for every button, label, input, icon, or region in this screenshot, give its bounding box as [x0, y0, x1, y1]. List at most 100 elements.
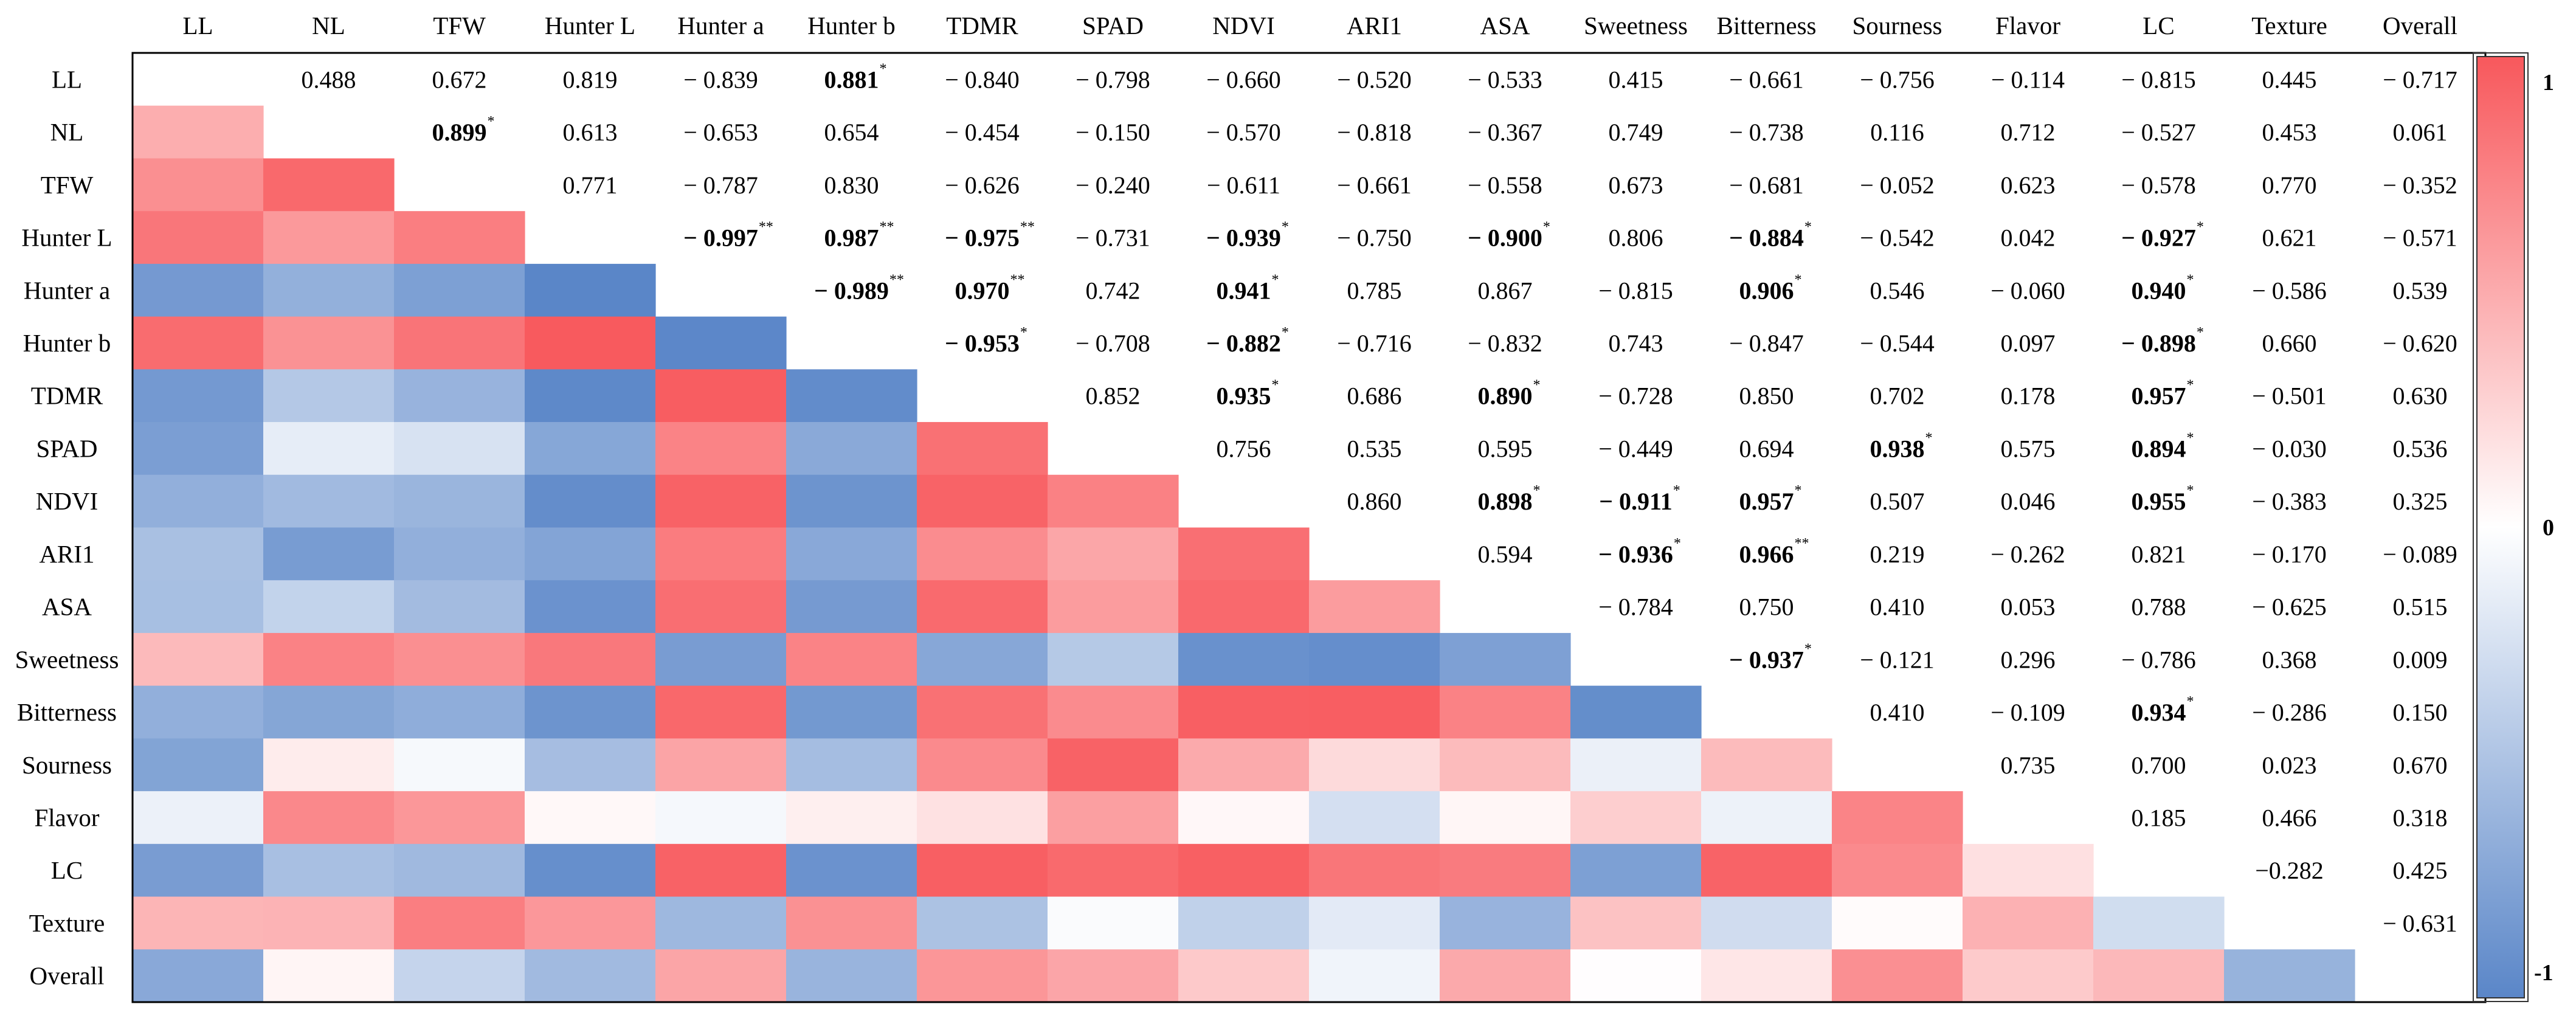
heatmap-cell-overall-tdmr	[917, 949, 1048, 1003]
significance-marker-spad-lc: *	[2187, 430, 2194, 446]
value-label-tfw-hunter-l: 0.771	[563, 171, 618, 199]
heatmap-cell-texture-bitterness	[1701, 896, 1832, 950]
value-label-nl-ndvi: − 0.570	[1206, 119, 1281, 146]
value-label-ll-hunter-a: − 0.839	[683, 66, 758, 93]
heatmap-cell-asa-hunter-b	[786, 580, 917, 634]
heatmap-cell-asa-tdmr	[917, 580, 1048, 634]
value-label-ll-nl: 0.488	[302, 66, 356, 93]
heatmap-cell-asa-ndvi	[1178, 580, 1310, 634]
value-label-hunter-l-overall: − 0.571	[2383, 224, 2457, 252]
value-label-nl-flavor: 0.712	[2001, 119, 2056, 146]
value-label-ll-sweetness: 0.415	[1609, 66, 1663, 93]
value-label-nl-sourness: 0.116	[1870, 119, 1924, 146]
value-label-tfw-lc: − 0.578	[2121, 171, 2196, 199]
value-label-hunter-l-hunter-b: 0.987	[824, 224, 879, 252]
value-label-hunter-l-asa: − 0.900	[1468, 224, 1542, 252]
heatmap-cell-hunter-b-hunter-a	[655, 316, 787, 370]
heatmap-cell-lc-tfw	[394, 843, 525, 898]
value-label-hunter-b-lc: − 0.898	[2121, 330, 2196, 357]
colorbar-min-label: -1	[2534, 960, 2554, 986]
value-label-tdmr-bitterness: 0.850	[1739, 382, 1794, 410]
heatmap-cell-flavor-hunter-a	[655, 791, 787, 845]
value-label-tdmr-spad: 0.852	[1086, 382, 1141, 410]
value-label-tdmr-flavor: 0.178	[2001, 382, 2056, 410]
heatmap-cell-lc-ll	[133, 843, 264, 898]
value-label-sweetness-overall: 0.009	[2393, 646, 2448, 673]
significance-marker-hunter-b-tdmr: *	[1020, 325, 1027, 341]
value-label-hunter-a-lc: 0.940	[2132, 277, 2186, 304]
heatmap-cell-sourness-sweetness	[1570, 738, 1702, 792]
row-header-flavor: Flavor	[34, 803, 99, 831]
heatmap-cell-texture-sweetness	[1570, 896, 1702, 950]
value-label-hunter-b-sourness: − 0.544	[1860, 330, 1935, 357]
value-label-ndvi-texture: − 0.383	[2252, 488, 2327, 515]
value-label-spad-overall: 0.536	[2393, 435, 2448, 462]
heatmap-cell-flavor-sourness	[1832, 791, 1963, 845]
value-label-hunter-a-tdmr: 0.970	[955, 277, 1010, 304]
heatmap-cell-asa-nl	[263, 580, 395, 634]
value-label-ll-tfw: 0.672	[432, 66, 487, 93]
row-header-sweetness: Sweetness	[15, 645, 119, 673]
heatmap-cell-overall-nl	[263, 949, 395, 1003]
colorbar-zero-label: 0	[2543, 515, 2554, 541]
row-header-spad: SPAD	[36, 434, 97, 462]
heatmap-cell-bitterness-nl	[263, 685, 395, 739]
heatmap-cell-sweetness-hunter-b	[786, 632, 917, 687]
heatmap-cell-texture-ndvi	[1178, 896, 1310, 950]
heatmap-cell-ari1-tdmr	[917, 527, 1048, 581]
heatmap-cell-asa-spad	[1048, 580, 1179, 634]
row-header-ari1: ARI1	[39, 540, 94, 568]
value-label-ari1-texture: − 0.170	[2252, 541, 2327, 568]
value-label-spad-flavor: 0.575	[2001, 435, 2056, 462]
heatmap-cell-flavor-hunter-b	[786, 791, 917, 845]
value-label-tfw-sweetness: 0.673	[1609, 171, 1663, 199]
significance-marker-sweetness-bitterness: *	[1804, 641, 1812, 657]
heatmap-cell-sourness-asa	[1440, 738, 1571, 792]
heatmap-cell-texture-asa	[1440, 896, 1571, 950]
value-label-ll-asa: − 0.533	[1468, 66, 1542, 93]
row-header-tdmr: TDMR	[31, 382, 103, 410]
column-header-tdmr: TDMR	[946, 12, 1018, 40]
heatmap-cell-sourness-ari1	[1309, 738, 1440, 792]
heatmap-cell-ndvi-ll	[133, 474, 264, 528]
heatmap-cell-sweetness-ari1	[1309, 632, 1440, 687]
significance-marker-ari1-bitterness: **	[1795, 536, 1809, 552]
heatmap-cell-spad-hunter-a	[655, 422, 787, 476]
heatmap-cell-ari1-hunter-l	[525, 527, 656, 581]
value-label-hunter-a-bitterness: 0.906	[1739, 277, 1794, 304]
heatmap-cell-ari1-ndvi	[1178, 527, 1310, 581]
value-label-tfw-tdmr: − 0.626	[945, 171, 1020, 199]
significance-marker-hunter-b-ndvi: *	[1282, 325, 1289, 341]
value-label-hunter-l-sourness: − 0.542	[1860, 224, 1935, 252]
value-label-tdmr-sourness: 0.702	[1870, 382, 1925, 410]
value-label-tfw-hunter-b: 0.830	[824, 171, 879, 199]
heatmap-cell-ndvi-spad	[1048, 474, 1179, 528]
heatmap-cell-ari1-tfw	[394, 527, 525, 581]
value-label-hunter-l-texture: 0.621	[2262, 224, 2317, 252]
heatmap-cell-sweetness-ll	[133, 632, 264, 687]
value-label-hunter-l-sweetness: 0.806	[1609, 224, 1663, 252]
value-label-ari1-bitterness: 0.966	[1739, 541, 1794, 568]
heatmap-cell-sweetness-hunter-l	[525, 632, 656, 687]
significance-marker-nl-tfw: *	[488, 114, 495, 130]
heatmap-cell-overall-lc	[2093, 949, 2225, 1003]
significance-marker-hunter-l-bitterness: *	[1804, 220, 1812, 235]
heatmap-cell-hunter-l-ll	[133, 211, 264, 265]
heatmap-cell-sweetness-nl	[263, 632, 395, 687]
heatmap-cell-sweetness-asa	[1440, 632, 1571, 687]
heatmap-cell-overall-asa	[1440, 949, 1571, 1003]
value-label-ll-lc: − 0.815	[2121, 66, 2196, 93]
significance-marker-ari1-sweetness: *	[1674, 536, 1681, 552]
value-label-texture-overall: − 0.631	[2383, 910, 2457, 937]
colorbar-outer-frame	[2473, 52, 2529, 1002]
value-label-hunter-b-spad: − 0.708	[1076, 330, 1150, 357]
value-label-nl-ari1: − 0.818	[1337, 119, 1412, 146]
heatmap-cell-flavor-ll	[133, 791, 264, 845]
value-label-asa-bitterness: 0.750	[1739, 593, 1794, 621]
heatmap-cell-hunter-l-tfw	[394, 211, 525, 265]
heatmap-cell-flavor-nl	[263, 791, 395, 845]
value-label-hunter-l-bitterness: − 0.884	[1729, 224, 1804, 252]
value-label-asa-lc: 0.788	[2132, 593, 2186, 621]
heatmap-cell-hunter-b-tfw	[394, 316, 525, 370]
heatmap-cell-overall-ndvi	[1178, 949, 1310, 1003]
